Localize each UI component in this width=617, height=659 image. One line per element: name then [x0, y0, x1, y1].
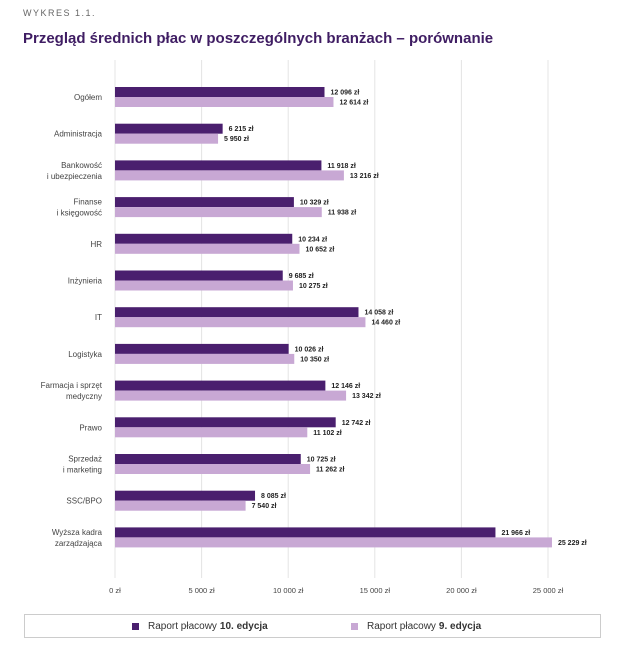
legend-label-edition: 9. edycja	[438, 620, 482, 632]
category-label: HR	[90, 240, 102, 249]
bar-10-edycja	[115, 380, 326, 391]
bar-10-edycja	[115, 123, 223, 134]
bar-9-edycja	[115, 207, 322, 218]
data-label: 7 540 zł	[252, 503, 277, 510]
bar-chart: 0 zł 5 000 zł 10 000 zł 15 000 zł 20 000 zł 2…	[41, 60, 587, 595]
legend-swatch-9-edycja	[351, 622, 358, 630]
bar-10-edycja	[115, 307, 359, 318]
bar-9-edycja	[115, 390, 347, 401]
bar-9-edycja	[115, 500, 246, 511]
bar-10-edycja	[115, 454, 301, 464]
chart-title: Przegląd średnich płac w poszczególnych …	[23, 30, 494, 47]
bar-9-edycja	[115, 537, 552, 548]
data-label: 6 215 zł	[229, 126, 254, 133]
category-label: IT	[95, 313, 102, 322]
legend-swatch-10-edycja	[132, 622, 139, 630]
data-label: 12 742 zł	[342, 420, 371, 427]
bar-9-edycja	[115, 280, 293, 291]
bar-9-edycja	[115, 243, 300, 254]
category-label: Finanse i księgowość	[57, 198, 103, 218]
data-label: 10 652 zł	[305, 246, 334, 253]
x-tick-label: 5 000 zł	[188, 586, 215, 595]
bar-9-edycja	[115, 427, 308, 438]
data-label: 10 026 zł	[295, 346, 324, 353]
bar-9-edycja	[115, 170, 344, 181]
data-label: 13 216 zł	[350, 173, 379, 180]
bar-10-edycja	[115, 197, 294, 208]
chart-kicker: WYKRES 1.1.	[23, 8, 97, 18]
category-label: Wyższa kadra zarządzająca	[52, 528, 103, 548]
bar-10-edycja	[115, 417, 336, 428]
data-label: 10 275 zł	[299, 283, 328, 290]
data-label: 12 146 zł	[331, 383, 360, 390]
bar-10-edycja	[115, 87, 325, 97]
bar-10-edycja	[115, 343, 289, 354]
data-label: 11 938 zł	[328, 210, 356, 217]
category-label: SSC/BPO	[66, 497, 102, 506]
legend-item-9-edycja: Raport płacowy 9. edycja	[351, 621, 481, 632]
data-label: 10 234 zł	[298, 236, 327, 243]
data-label: 11 262 zł	[316, 467, 344, 474]
bar-9-edycja	[115, 464, 311, 474]
legend-label-edition: 10. edycja	[219, 620, 268, 632]
x-tick-label: 15 000 zł	[360, 586, 391, 595]
bar-9-edycja	[115, 317, 366, 328]
x-tick-label: 25 000 zł	[533, 586, 564, 595]
bar-10-edycja	[115, 490, 256, 501]
chart-legend: Raport płacowy 10. edycja Raport płacowy…	[24, 614, 601, 638]
category-label: Prawo	[79, 423, 102, 432]
data-label: 10 329 zł	[300, 200, 329, 207]
legend-label-prefix: Raport płacowy	[367, 620, 436, 632]
bar-9-edycja	[115, 353, 295, 364]
bar-10-edycja	[115, 270, 283, 281]
data-label: 14 460 zł	[371, 320, 400, 327]
x-tick-label: 10 000 zł	[273, 586, 304, 595]
category-label: Sprzedaż i marketing	[63, 455, 102, 475]
data-label: 10 350 zł	[300, 356, 329, 363]
data-label: 13 342 zł	[352, 393, 381, 400]
data-label: 12 614 zł	[339, 100, 368, 107]
category-label: Bankowość i ubezpieczenia	[47, 161, 103, 181]
data-label: 11 918 zł	[327, 163, 355, 170]
bar-10-edycja	[115, 527, 496, 538]
category-label: Inżynieria	[68, 277, 103, 286]
bar-10-edycja	[115, 233, 293, 244]
data-label: 10 725 zł	[307, 457, 336, 464]
data-label: 5 950 zł	[224, 136, 249, 143]
bar-10-edycja	[115, 160, 322, 171]
category-label: Administracja	[54, 130, 103, 139]
data-label: 8 085 zł	[261, 493, 286, 500]
data-label: 25 229 zł	[558, 540, 587, 547]
data-label: 14 058 zł	[364, 310, 393, 317]
x-tick-label: 0 zł	[109, 586, 121, 595]
x-tick-label: 20 000 zł	[446, 586, 477, 595]
bar-9-edycja	[115, 97, 334, 107]
category-label: Ogółem	[74, 93, 102, 102]
legend-label-prefix: Raport płacowy	[148, 620, 217, 632]
data-label: 12 096 zł	[331, 90, 360, 97]
category-label: Logistyka	[68, 350, 102, 359]
data-label: 21 966 zł	[501, 530, 530, 537]
bar-9-edycja	[115, 133, 219, 144]
data-label: 11 102 zł	[313, 430, 341, 437]
category-label: Farmacja i sprzęt medyczny	[41, 381, 103, 401]
legend-item-10-edycja: Raport płacowy 10. edycja	[132, 621, 268, 632]
data-label: 9 685 zł	[289, 273, 314, 280]
